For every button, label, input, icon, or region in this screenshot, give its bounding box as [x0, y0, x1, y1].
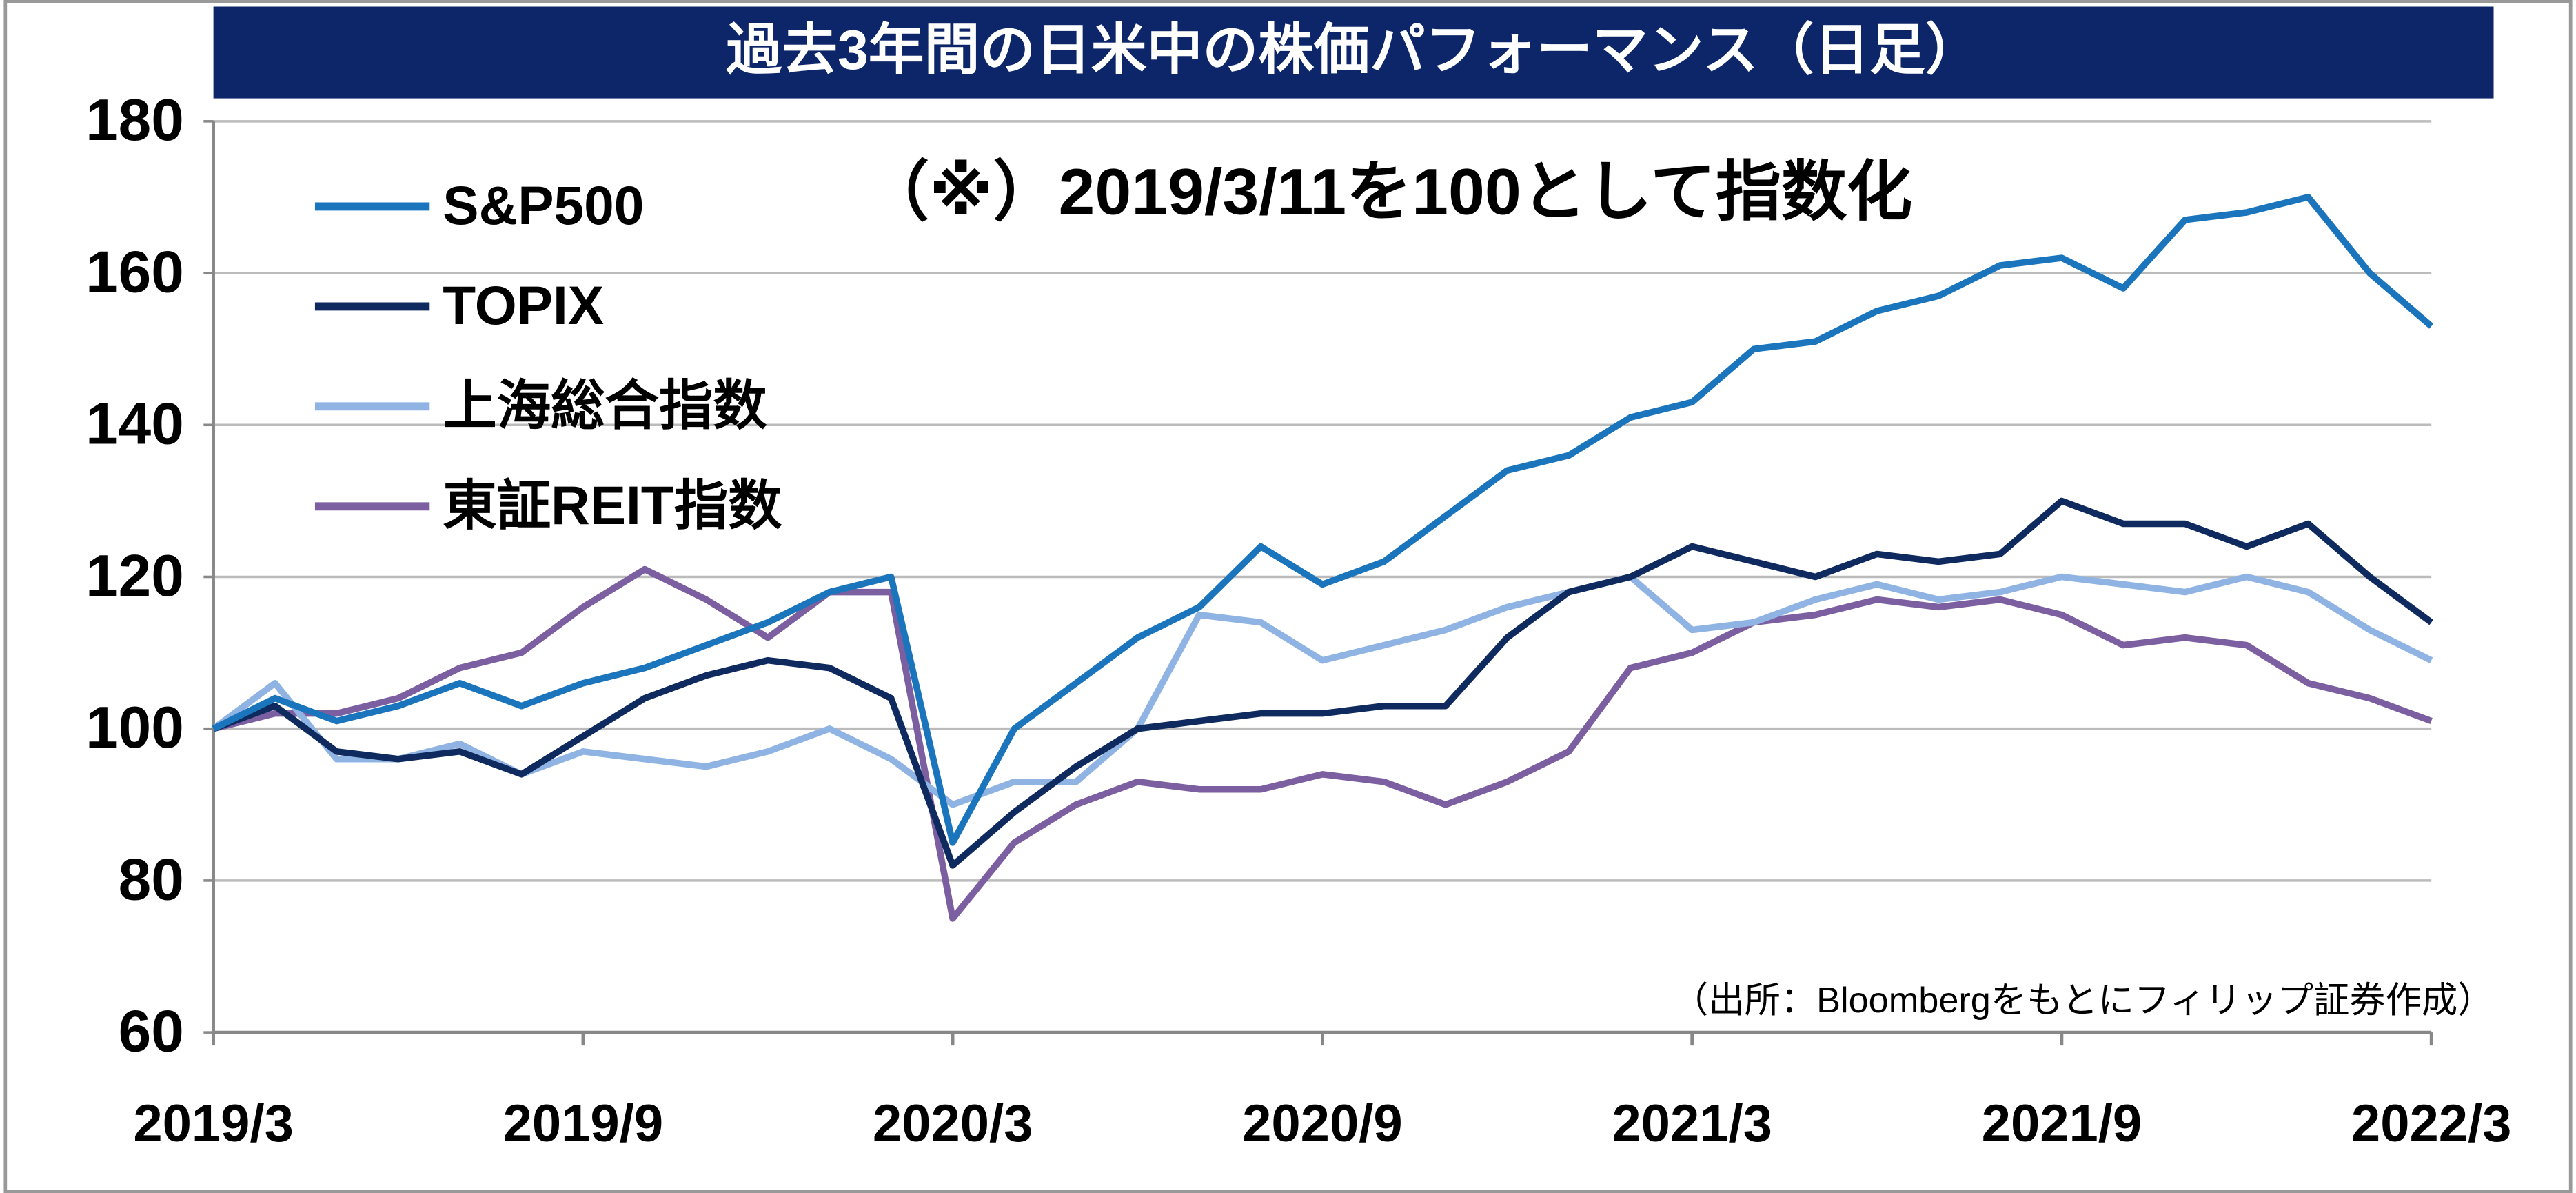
y-tick-label: 140	[85, 392, 184, 457]
y-tick-label: 80	[119, 847, 184, 912]
y-tick-label: 160	[85, 239, 184, 305]
title-bar	[213, 6, 2494, 99]
x-tick-label: 2021/3	[1612, 1094, 1772, 1153]
series-line	[212, 194, 2434, 846]
legend-label: TOPIX	[443, 275, 604, 336]
x-tick-label: 2022/3	[2351, 1094, 2512, 1153]
source: （出所：Bloombergをもとにフィリップ証券作成）	[1672, 981, 2493, 1021]
legend-label: S&P500	[443, 175, 644, 236]
legend-label: 東証REIT指数	[443, 475, 782, 536]
y-tick-label: 180	[85, 88, 184, 153]
series-line	[212, 565, 2433, 922]
y-tick-label: 120	[85, 543, 184, 609]
x-tick-label: 2021/9	[1982, 1094, 2142, 1153]
series-line	[211, 573, 2433, 808]
y-tick-label: 100	[85, 695, 184, 761]
legend-label: 上海総合指数	[443, 375, 767, 436]
x-tick-label: 2020/3	[873, 1094, 1033, 1153]
series-line	[212, 497, 2434, 869]
chart-title: 過去3年間の日米中の株価パフォーマンス（日足）	[726, 19, 1980, 81]
y-tick-label: 60	[119, 999, 184, 1064]
frame	[3, 0, 2573, 1193]
x-tick-label: 2020/9	[1242, 1094, 1403, 1153]
x-tick-label: 2019/9	[503, 1094, 664, 1153]
annotation: （※）2019/3/11を100として指数化	[864, 155, 1912, 228]
x-tick-label: 2019/3	[133, 1094, 294, 1153]
